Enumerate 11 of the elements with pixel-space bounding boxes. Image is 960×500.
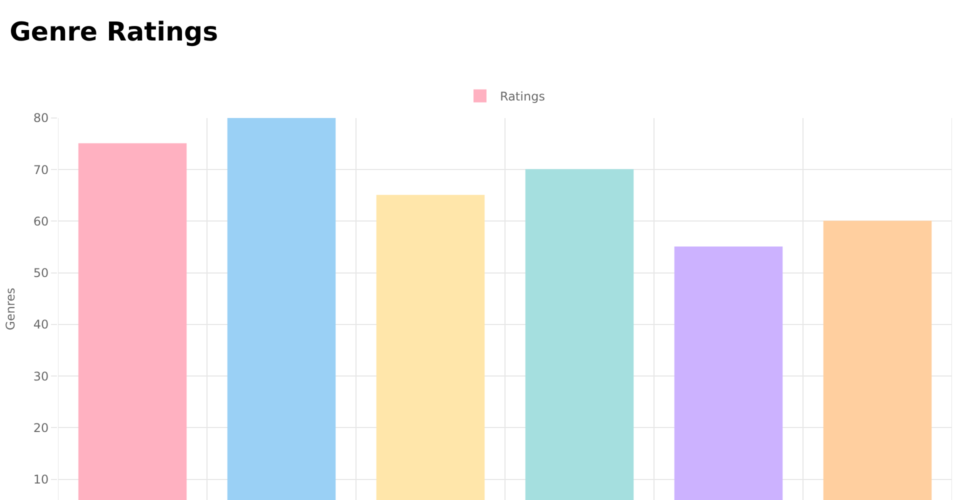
y-tick-label: 10 [33,472,49,487]
chart-title: Genre Ratings [10,18,218,48]
y-tick-label: 20 [33,420,49,435]
legend-label: Ratings [500,90,545,104]
y-tick-label: 50 [33,266,49,280]
y-tick-label: 30 [33,369,49,384]
y-tick-label: 70 [33,162,49,177]
y-tick-label: 60 [33,214,49,228]
y-tick-label: 80 [33,111,49,126]
y-tick-label: 40 [33,318,49,332]
y-axis-title: Genres [4,288,18,330]
